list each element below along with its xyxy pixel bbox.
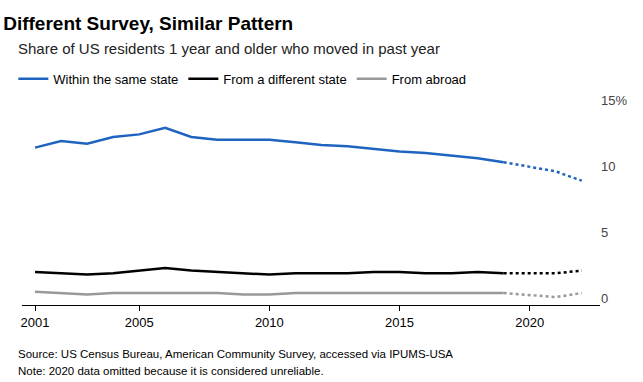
svg-text:10: 10 [601, 159, 615, 174]
svg-text:5: 5 [601, 225, 608, 240]
svg-text:Note: 2020 data omitted becaus: Note: 2020 data omitted because it is co… [18, 365, 324, 377]
svg-text:From abroad: From abroad [392, 72, 466, 87]
svg-text:2005: 2005 [125, 315, 154, 330]
svg-text:2015: 2015 [385, 315, 414, 330]
svg-text:From a different state: From a different state [223, 72, 346, 87]
svg-text:0: 0 [601, 291, 608, 306]
svg-text:2020: 2020 [515, 315, 544, 330]
svg-text:Different Survey, Similar Patt: Different Survey, Similar Pattern [3, 13, 293, 34]
svg-text:Source: US Census Bureau, Amer: Source: US Census Bureau, American Commu… [18, 348, 453, 360]
svg-text:2010: 2010 [255, 315, 284, 330]
svg-text:Share of US residents 1 year a: Share of US residents 1 year and older w… [18, 40, 440, 57]
svg-text:2001: 2001 [21, 315, 50, 330]
svg-text:15%: 15% [601, 93, 627, 108]
svg-text:Within the same state: Within the same state [53, 72, 178, 87]
